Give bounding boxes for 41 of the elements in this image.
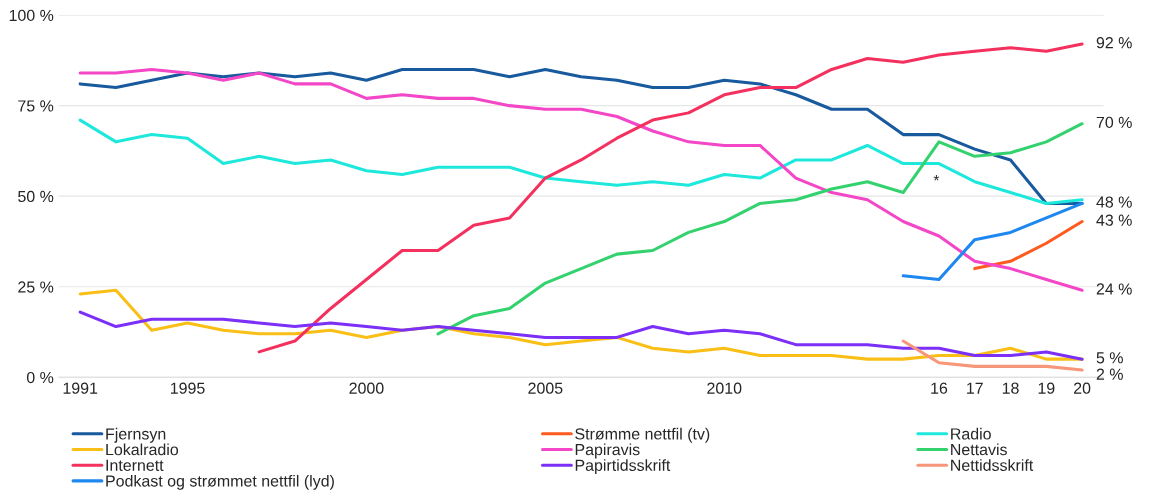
annotation: 43 %: [1096, 214, 1132, 226]
y-tick-label: 100 %: [9, 9, 54, 22]
legend-label: Strømme nettfil (tv): [575, 427, 710, 443]
line-series: [257, 42, 1084, 354]
annotation: 24 %: [1096, 283, 1132, 295]
line-series: [78, 310, 1084, 361]
x-tick-label: 19: [1038, 382, 1055, 394]
x-tick-label: 18: [1002, 382, 1019, 394]
x-tick-label: 2000: [349, 382, 384, 394]
x-tick-label: 17: [967, 382, 983, 394]
y-tick-label: 25 %: [18, 281, 54, 293]
x-tick-label: 2010: [707, 382, 742, 394]
legend-label: Radio: [951, 427, 991, 440]
annotation: 2 %: [1096, 368, 1123, 380]
line-series: [901, 201, 1084, 281]
legend-label: Nettidsskrift: [951, 459, 1034, 471]
y-tick-label: 50 %: [18, 190, 54, 203]
x-tick-label: 16: [931, 382, 948, 394]
annotation: *: [933, 175, 940, 181]
x-tick-label: 1995: [170, 382, 205, 394]
x-tick-label: 1991: [63, 382, 98, 394]
annotation: 48 %: [1096, 196, 1132, 208]
line-series: [901, 339, 1084, 372]
legend-label: Lokalradio: [106, 443, 179, 456]
x-tick-label: 2005: [528, 382, 563, 394]
line-series: [973, 219, 1084, 271]
x-tick-label: 20: [1074, 382, 1091, 394]
y-tick-label: 75 %: [18, 100, 54, 112]
line-series: [78, 118, 1084, 205]
annotation: 92 %: [1096, 37, 1132, 49]
line-series: [78, 67, 1084, 292]
annotation: 70 %: [1096, 116, 1132, 129]
legend-label: Nettavis: [951, 443, 1007, 456]
legend-label: Podkast og strømmet nettfil (lyd): [106, 474, 334, 490]
legend-label: Internett: [106, 459, 164, 471]
legend-label: Papirtidsskrift: [575, 459, 671, 475]
legend-label: Fjernsyn: [106, 427, 166, 443]
line-series: [436, 122, 1084, 336]
y-tick-label: 0 %: [26, 371, 54, 384]
legend-label: Papiravis: [575, 443, 640, 459]
annotation: 5 %: [1096, 352, 1123, 364]
